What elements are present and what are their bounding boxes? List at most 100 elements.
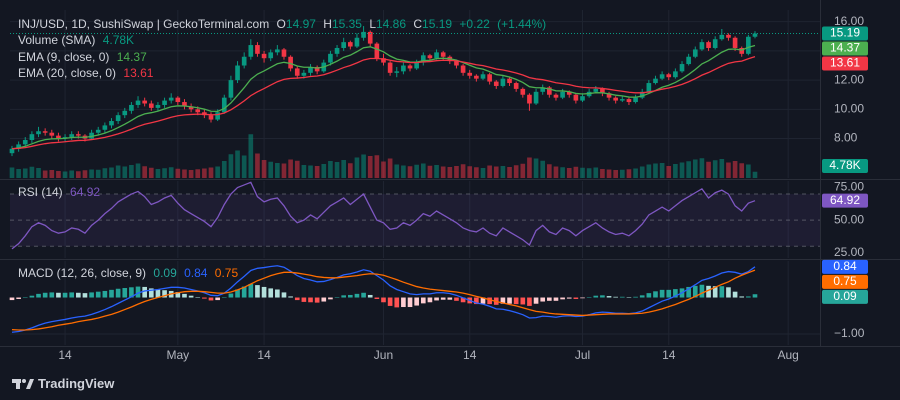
candle-body	[726, 34, 731, 38]
macd-histogram-bar	[109, 289, 114, 298]
volume-bar	[726, 162, 731, 178]
change-percent: (+1.44%)	[497, 17, 547, 31]
macd-histogram-bar	[56, 292, 61, 298]
candle-body	[341, 42, 347, 48]
candle-body	[89, 132, 94, 139]
x-tick-label: Aug	[777, 348, 798, 362]
candle-body	[301, 72, 307, 76]
volume-bar	[36, 168, 41, 178]
macd-histogram-bar	[142, 286, 147, 298]
candle-body	[354, 37, 360, 47]
macd-histogram-bar	[480, 297, 486, 304]
volume-bar	[221, 161, 227, 178]
candle-body	[480, 74, 486, 79]
volume-bar	[374, 155, 380, 178]
volume-bar	[580, 167, 585, 178]
volume-bar	[493, 166, 499, 178]
candle-body	[235, 65, 240, 81]
candle-body	[706, 42, 711, 48]
macd-histogram-bar	[752, 294, 758, 298]
macd-histogram-bar	[533, 297, 539, 304]
volume-bar	[673, 164, 678, 178]
volume-bar	[89, 169, 94, 178]
volume-bar	[255, 153, 260, 178]
macd-histogram-bar	[487, 297, 492, 305]
ema-line	[11, 44, 756, 150]
macd-histogram-bar	[308, 297, 313, 303]
macd-histogram-bar	[460, 297, 466, 303]
macd-histogram-bar	[321, 297, 327, 302]
volume-bar	[155, 169, 161, 178]
ema-line	[11, 55, 756, 150]
candle-body	[168, 97, 174, 101]
legend-name: Volume (SMA)	[18, 33, 96, 47]
volume-bar	[241, 155, 247, 178]
macd-histogram-bar	[294, 297, 300, 301]
ohlc-prefix: C	[413, 17, 423, 31]
volume-bar	[275, 163, 280, 178]
macd-histogram-bar	[706, 285, 711, 298]
candle-body	[182, 102, 187, 107]
macd-legend: MACD (12, 26, close, 9) 0.09 0.84 0.75	[18, 266, 242, 280]
candle-body	[566, 91, 572, 95]
candle-body	[381, 58, 386, 63]
candle-body	[666, 74, 672, 78]
volume-bar	[613, 170, 618, 178]
macd-histogram-bar	[255, 285, 260, 298]
volume-bar	[692, 159, 698, 178]
macd-histogram-bar	[155, 289, 161, 298]
macd-histogram-bar	[520, 297, 526, 305]
volume-bar	[699, 158, 705, 178]
ohlc-value: 14.97	[285, 17, 316, 31]
symbol-title: INJ/USD, 1D, SushiSwap | GeckoTerminal.c…	[18, 17, 270, 31]
macd-histogram-bar	[381, 297, 386, 303]
candle-body	[493, 81, 499, 86]
volume-bar	[261, 160, 267, 178]
candle-body	[474, 75, 479, 79]
price-tag: 15.19	[830, 26, 860, 40]
volume-bar	[553, 166, 559, 178]
volume-bar	[732, 161, 738, 178]
candle-body	[507, 78, 512, 84]
macd-histogram-bar	[374, 297, 380, 299]
candle-body	[367, 31, 373, 44]
candle-body	[692, 49, 698, 57]
candle-body	[387, 62, 393, 73]
volume-bar	[148, 167, 154, 178]
volume-bar	[208, 167, 214, 178]
volume-bar	[62, 171, 68, 178]
volume-bar	[294, 160, 300, 178]
candle-body	[500, 78, 506, 86]
volume-bar	[42, 170, 48, 178]
macd-histogram-bar	[288, 296, 293, 298]
volume-bar	[420, 163, 426, 178]
volume-bar	[381, 161, 386, 178]
volume-bar	[533, 158, 539, 178]
legend-value: 0.84	[184, 266, 208, 280]
volume-bar	[712, 160, 718, 178]
volume-bar	[122, 166, 128, 178]
macd-histogram-bar	[573, 297, 579, 299]
candle-body	[699, 42, 705, 50]
candle-body	[653, 78, 658, 84]
price-tag: 0.75	[833, 274, 857, 288]
macd-histogram-bar	[208, 297, 214, 301]
macd-histogram-bar	[540, 297, 546, 302]
ohlc-value: 15.19	[422, 17, 453, 31]
candle-body	[288, 56, 293, 69]
candle-body	[434, 52, 439, 59]
volume-bar	[454, 166, 459, 178]
macd-histogram-bar	[202, 297, 207, 299]
price-tag-bg	[822, 41, 868, 56]
candle-body	[394, 71, 400, 73]
volume-bar	[447, 167, 453, 178]
macd-histogram-bar	[215, 297, 220, 301]
macd-histogram-bar	[746, 296, 751, 298]
candle-body	[16, 144, 21, 149]
volume-bar	[520, 163, 526, 178]
candle-body	[659, 74, 665, 79]
candle-body	[22, 140, 28, 145]
volume-bar	[633, 168, 638, 178]
